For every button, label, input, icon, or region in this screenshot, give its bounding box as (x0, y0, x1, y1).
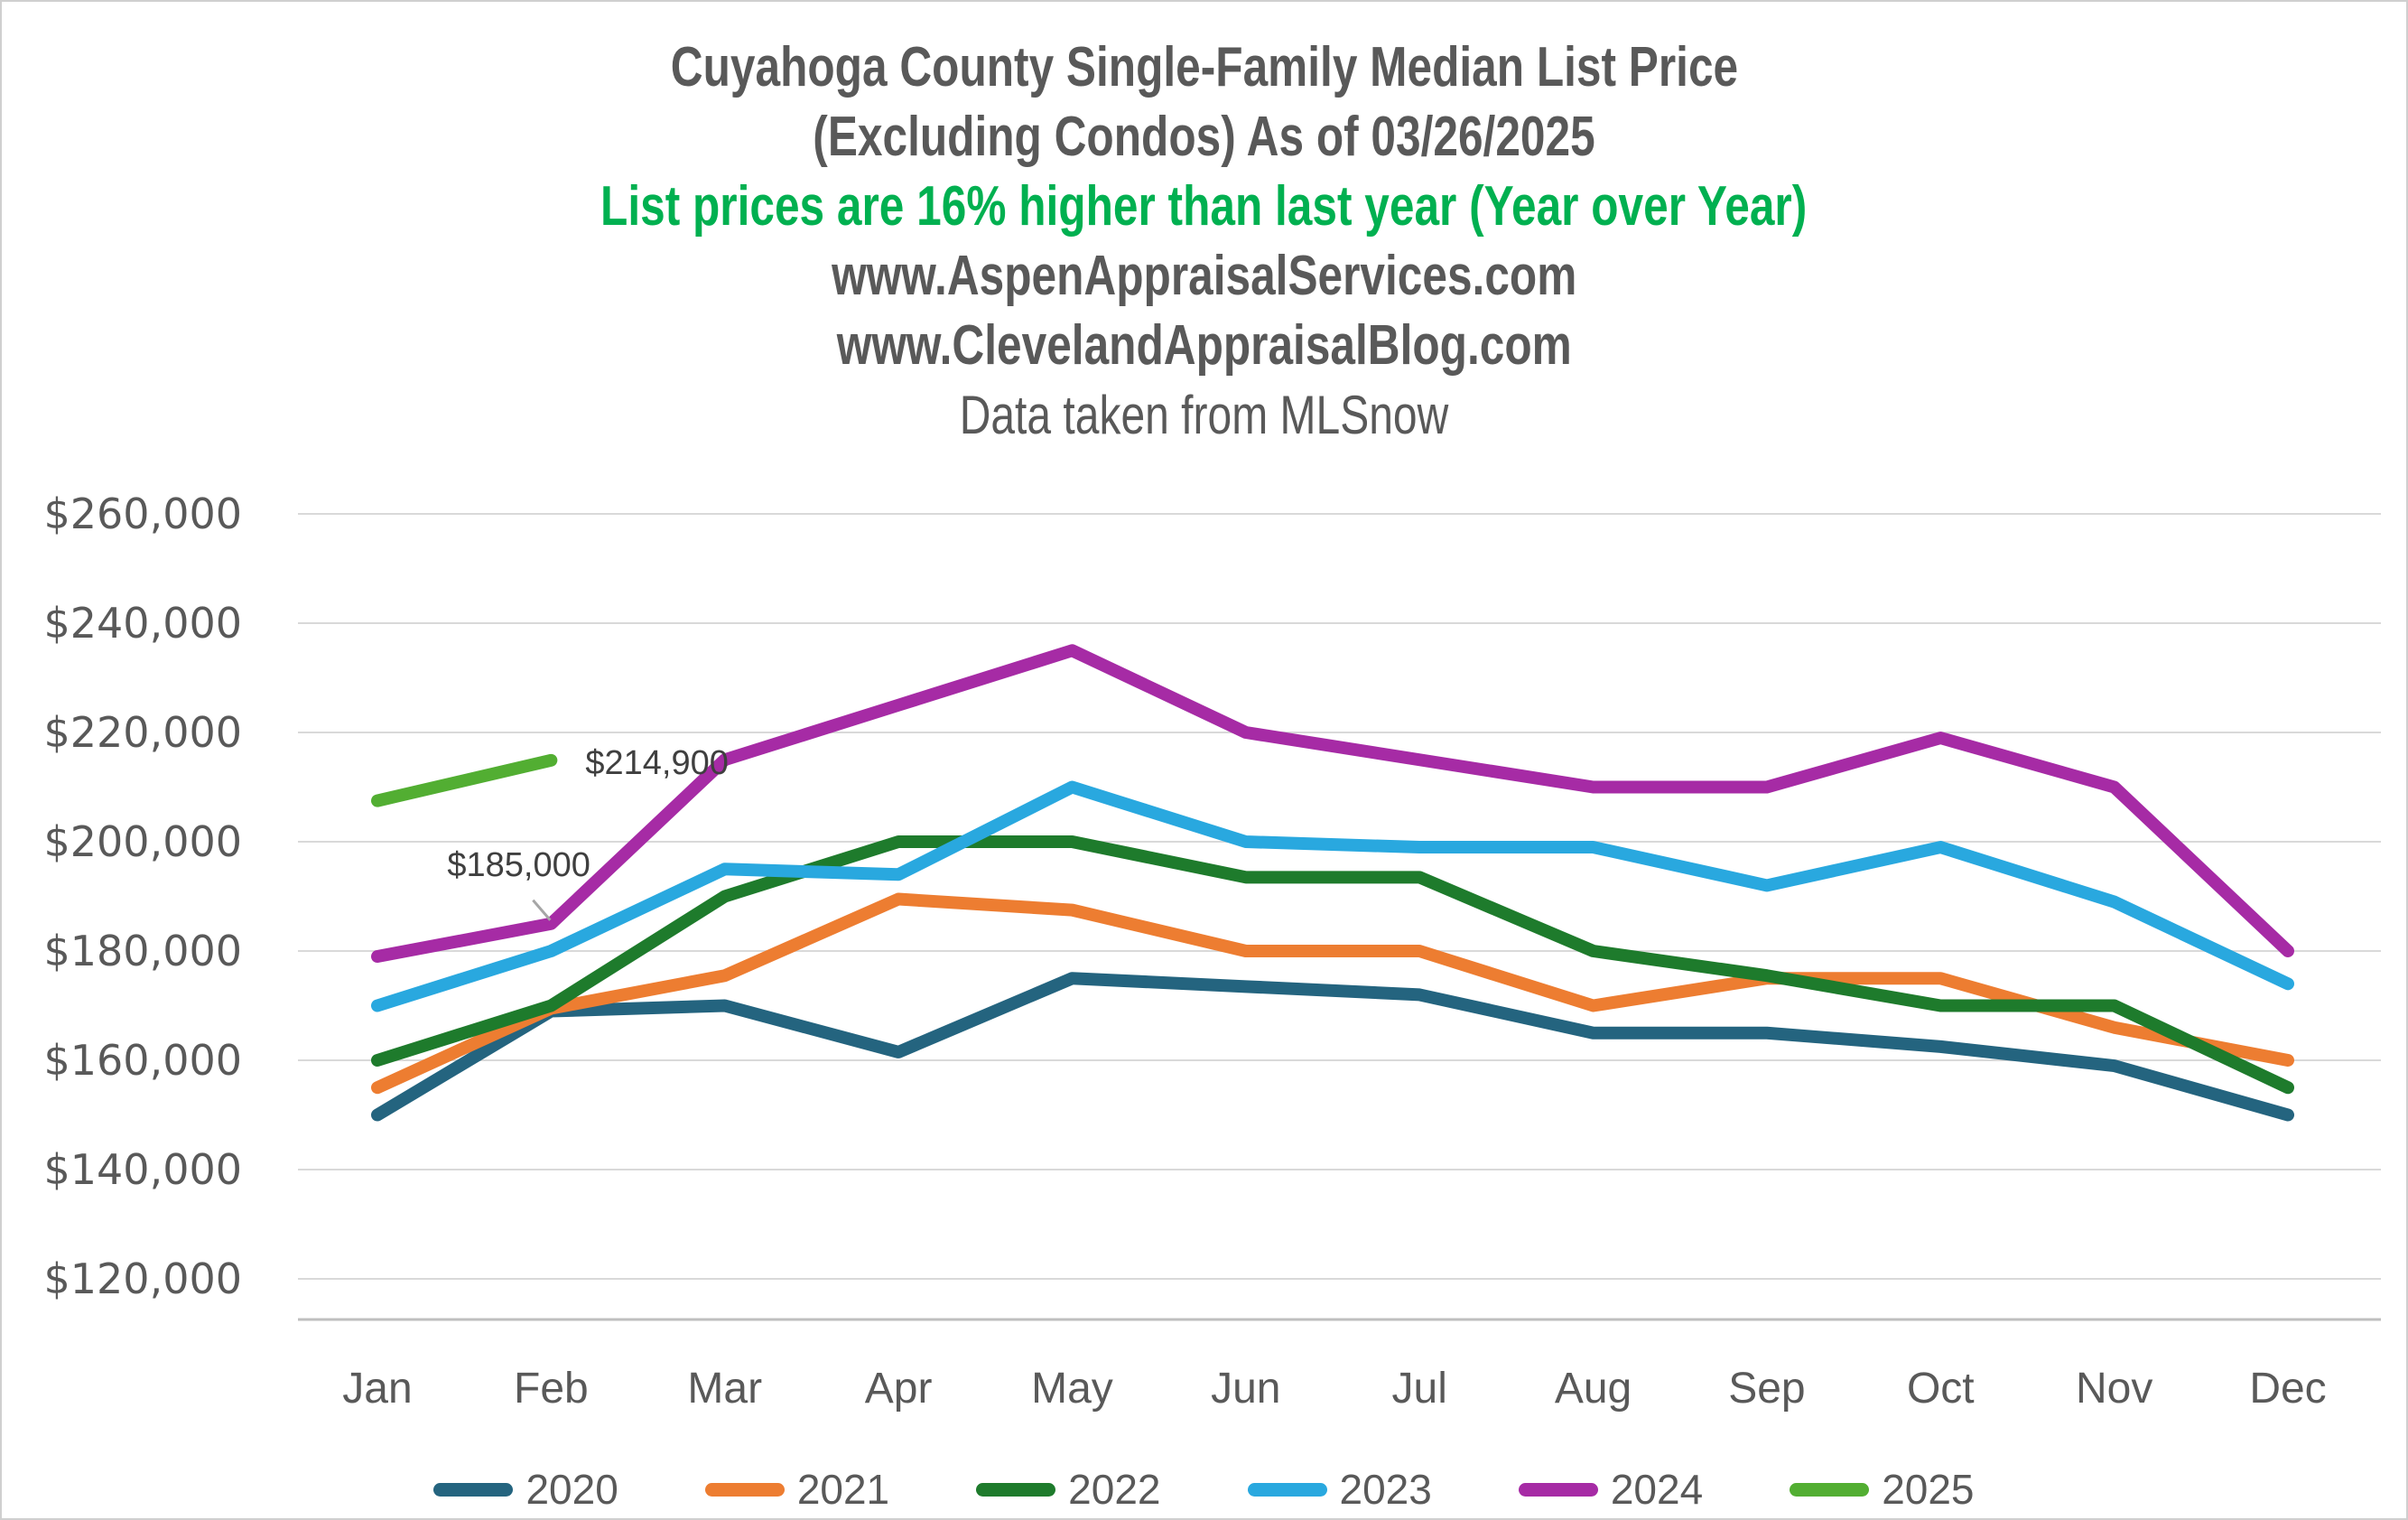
series-line-2020 (371, 972, 2295, 1122)
legend-item-2020: 2020 (433, 1465, 618, 1514)
legend-item-2022: 2022 (976, 1465, 1161, 1514)
url-aspen-appraisal: www.AspenAppraisalServices.com (831, 245, 1577, 307)
x-axis-label-feb: Feb (514, 1365, 589, 1413)
chart-legend: 2020 2021 2022 2023 2024 2025 (0, 1465, 2408, 1514)
y-axis-label-160000: $160,000 (44, 1036, 243, 1085)
legend-swatch-2021 (704, 1482, 785, 1497)
x-axis-label-apr: Apr (865, 1365, 933, 1413)
y-axis-label-180000: $180,000 (44, 927, 243, 975)
series-line-2023 (371, 780, 2295, 1012)
x-axis-label-jun: Jun (1211, 1365, 1280, 1413)
legend-swatch-2025 (1790, 1482, 1870, 1497)
chart-title-block: Cuyahoga County Single-Family Median Lis… (0, 33, 2408, 450)
legend-label-2023: 2023 (1339, 1466, 1432, 1513)
x-axis-label-jul: Jul (1392, 1365, 1447, 1413)
data-label-feb-2024: $185,000 (447, 845, 590, 884)
series-line-2025 (371, 753, 558, 807)
title-line-1: Cuyahoga County Single-Family Median Lis… (670, 36, 1738, 98)
legend-label-2021: 2021 (796, 1466, 890, 1513)
y-axis-label-140000: $140,000 (44, 1145, 243, 1194)
legend-item-2025: 2025 (1790, 1465, 1975, 1514)
legend-swatch-2022 (976, 1482, 1056, 1497)
y-axis-label-120000: $120,000 (44, 1254, 243, 1303)
legend-label-2024: 2024 (1610, 1466, 1704, 1513)
x-axis-label-sep: Sep (1728, 1365, 1805, 1413)
data-label-feb-2025: $214,900 (585, 743, 729, 782)
x-axis-label-may: May (1031, 1365, 1113, 1413)
x-axis-label-oct: Oct (1907, 1365, 1975, 1413)
title-line-2: (Excluding Condos) As of 03/26/2025 (813, 106, 1595, 168)
annotation-leader-line (532, 899, 552, 921)
x-axis-label-jan: Jan (342, 1365, 412, 1413)
legend-label-2025: 2025 (1882, 1466, 1975, 1513)
legend-item-2024: 2024 (1518, 1465, 1704, 1514)
x-axis-label-nov: Nov (2076, 1365, 2152, 1413)
y-axis-label-200000: $200,000 (44, 817, 243, 866)
legend-label-2020: 2020 (525, 1466, 618, 1513)
y-axis-label-260000: $260,000 (44, 490, 243, 538)
y-axis-label-240000: $240,000 (44, 599, 243, 648)
subtitle-yoy-highlight: List prices are 16% higher than last yea… (600, 175, 1808, 238)
legend-swatch-2023 (1247, 1482, 1327, 1497)
x-axis-label-dec: Dec (2249, 1365, 2326, 1413)
y-axis-label-220000: $220,000 (44, 708, 243, 757)
x-axis-label-aug: Aug (1555, 1365, 1632, 1413)
series-line-2022 (371, 835, 2295, 1095)
series-line-2021 (371, 892, 2295, 1095)
legend-swatch-2024 (1518, 1482, 1598, 1497)
legend-item-2021: 2021 (704, 1465, 890, 1514)
data-source-note: Data taken from MLSnow (959, 385, 1449, 445)
legend-item-2023: 2023 (1247, 1465, 1432, 1514)
series-line-2024 (371, 644, 2295, 964)
url-cleveland-appraisal-blog: www.ClevelandAppraisalBlog.com (836, 314, 1572, 377)
x-axis-label-mar: Mar (687, 1365, 762, 1413)
legend-swatch-2020 (433, 1482, 514, 1497)
legend-label-2022: 2022 (1068, 1466, 1161, 1513)
